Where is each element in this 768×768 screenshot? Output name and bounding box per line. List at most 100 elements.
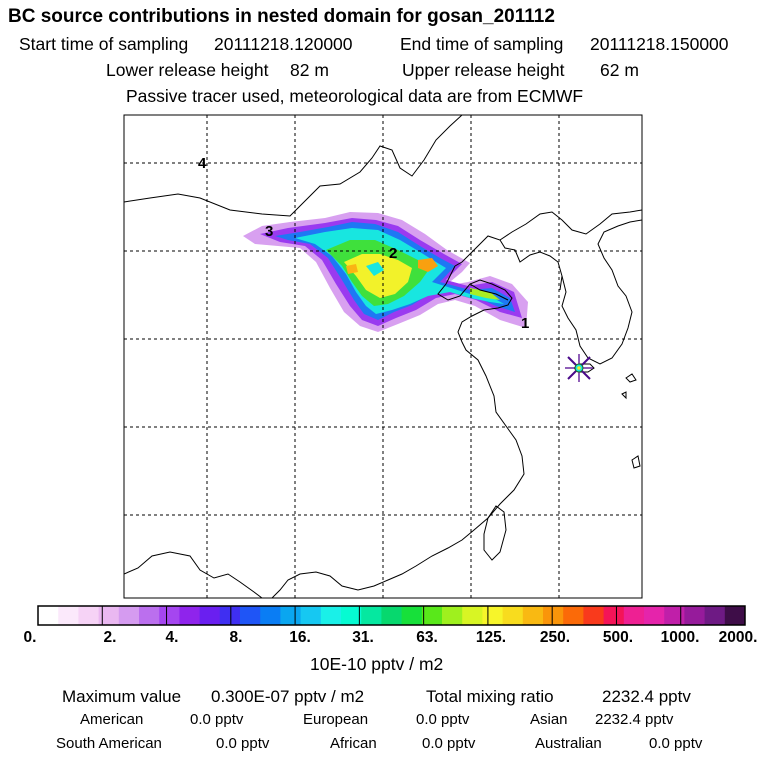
region-name-european: European xyxy=(303,711,369,728)
colorbar-swatch xyxy=(361,606,382,625)
colorbar-swatch xyxy=(320,606,342,625)
max-value-label: Maximum value xyxy=(62,687,182,706)
colorbar-swatch xyxy=(724,606,746,625)
map-frame xyxy=(123,114,643,599)
end-time-label: End time of sampling xyxy=(400,34,564,54)
tracer-note: Passive tracer used, meteorological data… xyxy=(126,86,584,106)
border-mongolia-china xyxy=(124,115,463,217)
region-name-american: American xyxy=(80,711,144,728)
region-name-asian: Asian xyxy=(530,711,568,728)
start-time-label: Start time of sampling xyxy=(19,34,189,54)
colorbar-swatch xyxy=(664,606,685,625)
colorbar-swatch xyxy=(118,606,140,625)
taiwan xyxy=(483,505,507,561)
map-panel: 4 3 2 1 xyxy=(124,115,642,598)
colorbar-swatch xyxy=(159,606,180,625)
region-value-south-american: 0.0 pptv xyxy=(216,735,270,752)
colorbar-swatch xyxy=(341,606,362,625)
lower-release-value: 82 m xyxy=(290,60,329,80)
colorbar-swatch xyxy=(199,606,221,625)
trajectory-label-3: 3 xyxy=(265,223,273,240)
colorbar-swatch xyxy=(563,606,584,625)
coast-bohai-west xyxy=(271,265,525,598)
colorbar-swatch xyxy=(240,606,261,625)
colorbar-swatch xyxy=(179,606,201,625)
colorbar-swatch xyxy=(462,606,483,625)
coastlines xyxy=(124,115,642,598)
colorbar-tick: 16. xyxy=(289,629,311,646)
colorbar-swatch xyxy=(58,606,79,625)
lower-release-label: Lower release height xyxy=(106,60,269,80)
plume-cyan-inner xyxy=(366,262,384,276)
trajectory-label-2: 2 xyxy=(389,245,397,262)
gridlines xyxy=(124,115,642,598)
upper-release-value: 62 m xyxy=(600,60,639,80)
colorbar-swatch xyxy=(704,606,726,625)
colorbar-tick: 1000. xyxy=(660,629,700,646)
colorbar-swatch xyxy=(502,606,524,625)
japan-islands xyxy=(621,373,641,469)
colorbar-swatch xyxy=(482,606,504,625)
colorbar-tick: 0. xyxy=(23,629,37,646)
colorbar-swatch xyxy=(543,606,564,625)
region-value-european: 0.0 pptv xyxy=(416,711,470,728)
colorbar-swatch xyxy=(644,606,665,625)
colorbar-swatch xyxy=(280,606,302,625)
total-mixing-value: 2232.4 pptv xyxy=(602,687,691,706)
colorbar-frame xyxy=(37,605,746,626)
colorbar-tick: 4. xyxy=(165,629,179,646)
page-title: BC source contributions in nested domain… xyxy=(8,6,555,27)
region-name-australian: Australian xyxy=(535,735,602,752)
colorbar-swatch xyxy=(442,606,463,625)
start-time-value: 20111218.120000 xyxy=(214,34,353,54)
colorbar-swatch xyxy=(78,606,100,625)
colorbar-tick: 500. xyxy=(602,629,634,646)
colorbar-swatch xyxy=(401,606,423,625)
shandong-peninsula xyxy=(469,283,509,301)
colorbar-tick: 2. xyxy=(103,629,117,646)
max-value: 0.300E-07 pptv / m2 xyxy=(211,687,365,706)
colorbar-tick: 2000. xyxy=(718,629,758,646)
colorbar-tick: 63. xyxy=(416,629,438,646)
colorbar-swatch xyxy=(421,606,443,625)
colorbar-swatch xyxy=(139,606,160,625)
colorbar-swatch xyxy=(300,606,322,625)
region-name-south-american: South American xyxy=(56,735,162,752)
gosan-station-marker xyxy=(565,354,593,382)
colorbar xyxy=(37,605,746,626)
coast-bohai-north xyxy=(454,235,563,291)
coast-korea xyxy=(561,219,642,365)
colorbar-swatch xyxy=(623,606,645,625)
colorbar-tick: 31. xyxy=(352,629,374,646)
region-value-australian: 0.0 pptv xyxy=(649,735,703,752)
colorbar-tick: 8. xyxy=(229,629,243,646)
colorbar-swatch xyxy=(260,606,281,625)
plume-lime-patch xyxy=(470,288,500,300)
colorbar-swatch xyxy=(98,606,120,625)
colorbar-swatch xyxy=(219,606,241,625)
colorbar-swatch xyxy=(583,606,605,625)
plume-yellow xyxy=(344,254,412,298)
region-value-asian: 2232.4 pptv xyxy=(595,711,674,728)
region-value-african: 0.0 pptv xyxy=(422,735,476,752)
colorbar-tick: 125. xyxy=(475,629,507,646)
colorbar-swatch xyxy=(522,606,544,625)
colorbar-tick: 250. xyxy=(539,629,571,646)
upper-release-label: Upper release height xyxy=(402,60,565,80)
total-mixing-label: Total mixing ratio xyxy=(426,687,554,706)
region-name-african: African xyxy=(330,735,377,752)
region-value-american: 0.0 pptv xyxy=(190,711,244,728)
end-time-value: 20111218.150000 xyxy=(590,34,729,54)
border-south-china xyxy=(124,551,263,598)
colorbar-unit: 10E-10 pptv / m2 xyxy=(310,654,444,674)
trajectory-label-4: 4 xyxy=(198,155,207,172)
bc-plume xyxy=(243,212,528,332)
colorbar-swatch xyxy=(603,606,625,625)
coast-liaodong xyxy=(499,209,642,241)
colorbar-swatch xyxy=(381,606,403,625)
plume-orange-patch-2 xyxy=(346,264,358,274)
plume-orange-patch xyxy=(418,258,438,272)
colorbar-swatch xyxy=(38,606,59,625)
trajectory-label-1: 1 xyxy=(521,315,529,332)
